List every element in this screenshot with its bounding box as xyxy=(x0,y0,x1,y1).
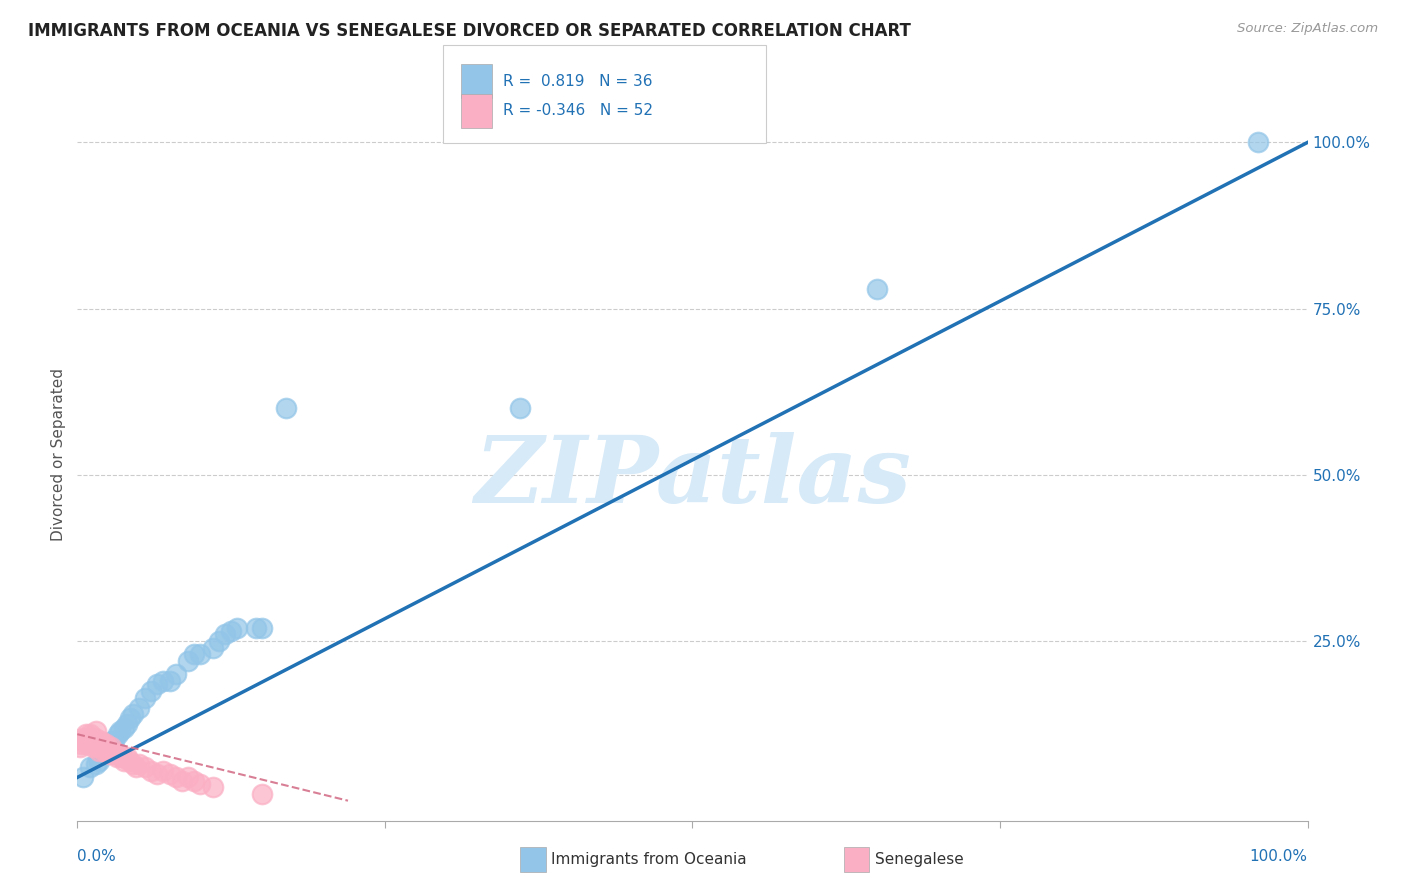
Point xyxy=(80,734,103,748)
Text: 100.0%: 100.0% xyxy=(1250,849,1308,863)
Point xyxy=(73,734,96,748)
Point xyxy=(250,787,273,801)
Point xyxy=(250,621,273,635)
Point xyxy=(105,750,128,764)
Point xyxy=(79,737,101,751)
Point xyxy=(108,747,131,761)
Point xyxy=(125,760,148,774)
Point xyxy=(79,760,101,774)
Point xyxy=(170,773,193,788)
Point xyxy=(86,737,108,751)
Y-axis label: Divorced or Separated: Divorced or Separated xyxy=(51,368,66,541)
Text: Senegalese: Senegalese xyxy=(875,853,963,867)
Point xyxy=(77,734,100,748)
Point xyxy=(128,757,150,772)
Point xyxy=(91,740,114,755)
Point xyxy=(112,721,135,735)
Point xyxy=(152,764,174,778)
Point xyxy=(118,754,141,768)
Point xyxy=(141,684,163,698)
Point xyxy=(177,654,200,668)
Point xyxy=(183,648,205,662)
Point xyxy=(509,401,531,416)
Point xyxy=(111,750,132,764)
Point xyxy=(83,731,105,745)
Point xyxy=(115,717,138,731)
Point xyxy=(100,740,122,755)
Point xyxy=(84,757,107,772)
Text: R = -0.346   N = 52: R = -0.346 N = 52 xyxy=(503,103,654,118)
Point xyxy=(201,640,224,655)
Point xyxy=(107,727,129,741)
Point xyxy=(75,737,97,751)
Point xyxy=(183,773,205,788)
Point xyxy=(121,707,143,722)
Point xyxy=(97,744,120,758)
Point xyxy=(87,740,110,755)
Point xyxy=(79,727,101,741)
Point xyxy=(72,731,94,745)
Point xyxy=(110,723,132,738)
Point xyxy=(134,690,156,705)
Point xyxy=(70,734,93,748)
Point xyxy=(103,734,125,748)
Point xyxy=(75,727,97,741)
Point xyxy=(90,737,114,751)
Point xyxy=(93,747,115,761)
Point xyxy=(82,740,104,755)
Point xyxy=(121,757,143,772)
Point xyxy=(89,744,111,758)
Point xyxy=(214,627,236,641)
Point xyxy=(276,401,298,416)
Point xyxy=(134,760,156,774)
Text: ZIPatlas: ZIPatlas xyxy=(474,432,911,522)
Point xyxy=(94,737,117,751)
Point xyxy=(115,750,138,764)
Point xyxy=(72,771,94,785)
Point xyxy=(70,737,93,751)
Point xyxy=(141,764,163,778)
Point xyxy=(84,734,107,748)
Point xyxy=(101,734,124,748)
Point xyxy=(120,710,142,724)
Text: R =  0.819   N = 36: R = 0.819 N = 36 xyxy=(503,74,652,88)
Text: Immigrants from Oceania: Immigrants from Oceania xyxy=(551,853,747,867)
Point xyxy=(165,667,187,681)
Point xyxy=(159,673,181,688)
Text: Source: ZipAtlas.com: Source: ZipAtlas.com xyxy=(1237,22,1378,36)
Point xyxy=(245,621,267,635)
Text: 0.0%: 0.0% xyxy=(77,849,117,863)
Point xyxy=(226,621,249,635)
Point xyxy=(89,754,111,768)
Point xyxy=(76,731,98,745)
Point xyxy=(69,740,91,755)
Point xyxy=(165,771,187,785)
Point xyxy=(152,673,174,688)
Point xyxy=(101,744,124,758)
Point xyxy=(159,767,181,781)
Point xyxy=(190,648,212,662)
Point xyxy=(112,754,135,768)
Point xyxy=(103,747,125,761)
Point xyxy=(146,677,169,691)
Point xyxy=(97,740,120,755)
Point xyxy=(1247,136,1270,150)
Point xyxy=(84,723,107,738)
Point xyxy=(219,624,242,639)
Point xyxy=(90,734,112,748)
Point xyxy=(90,744,114,758)
Point xyxy=(177,771,200,785)
Point xyxy=(208,634,231,648)
Text: IMMIGRANTS FROM OCEANIA VS SENEGALESE DIVORCED OR SEPARATED CORRELATION CHART: IMMIGRANTS FROM OCEANIA VS SENEGALESE DI… xyxy=(28,22,911,40)
Point xyxy=(128,700,150,714)
Point xyxy=(866,282,889,296)
Point xyxy=(82,737,104,751)
Point xyxy=(146,767,169,781)
Point xyxy=(93,744,115,758)
Point xyxy=(201,780,224,795)
Point xyxy=(96,740,118,755)
Point xyxy=(190,777,212,791)
Point xyxy=(98,747,121,761)
